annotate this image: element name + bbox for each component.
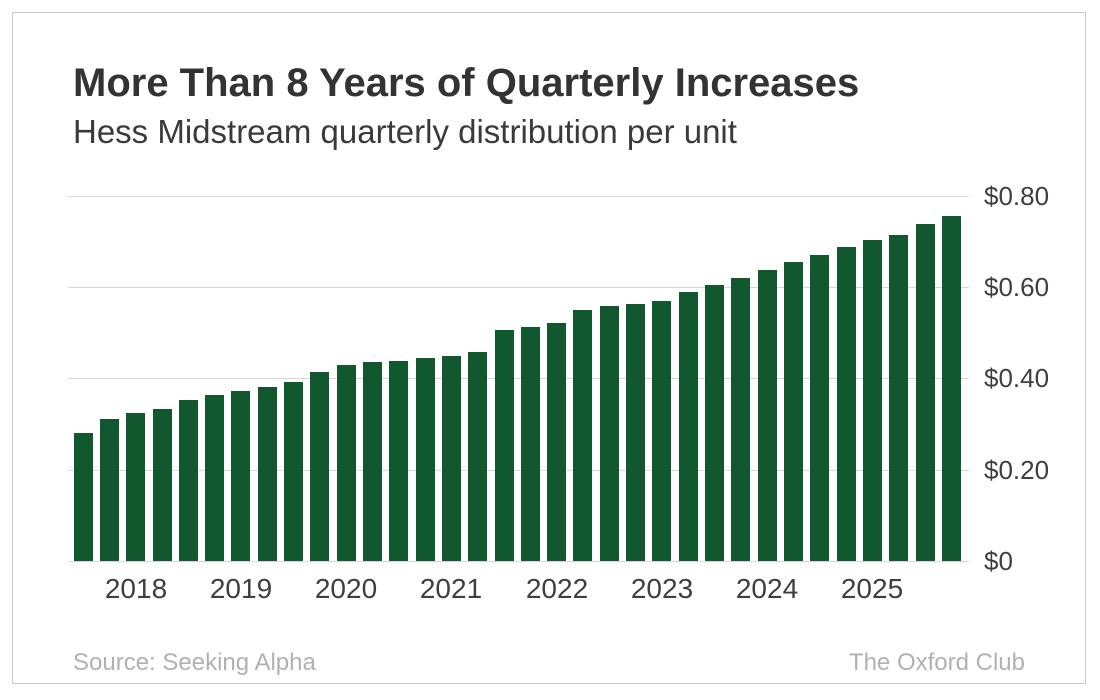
bar-Q1-2023	[652, 301, 671, 561]
y-axis-label-$0.60: $0.60	[984, 272, 1050, 302]
chart-card: More Than 8 Years of Quarterly Increases…	[12, 12, 1086, 684]
chart-title: More Than 8 Years of Quarterly Increases	[73, 61, 860, 105]
x-axis-label-2022: 2022	[525, 573, 589, 604]
bar-Q4-2025	[942, 216, 961, 561]
y-axis-label-$0.80: $0.80	[984, 181, 1050, 211]
bar-Q2-2018	[153, 409, 172, 561]
y-axis-label-$0.20: $0.20	[984, 455, 1050, 485]
source-credit: Source: Seeking Alpha	[73, 649, 316, 676]
bar-Q4-2019	[310, 372, 329, 561]
bar-Q3-2017	[74, 433, 93, 561]
bar-Q1-2021	[442, 356, 461, 561]
bar-Q2-2021	[468, 352, 487, 561]
bar-Q2-2022	[573, 310, 592, 561]
bar-Q3-2018	[179, 400, 198, 561]
bar-Q2-2019	[258, 387, 277, 561]
bar-Q1-2024	[758, 270, 777, 561]
bar-Q2-2025	[889, 235, 908, 561]
x-axis-label-2018: 2018	[104, 573, 168, 604]
gridline-$0.20	[68, 470, 969, 471]
bar-Q3-2019	[284, 382, 303, 561]
gridline-$0.80	[68, 196, 969, 197]
x-axis-label-2019: 2019	[209, 573, 273, 604]
bar-Q1-2018	[126, 413, 145, 561]
gridline-$0	[68, 561, 969, 562]
bar-Q1-2022	[547, 323, 566, 561]
bar-Q3-2020	[389, 361, 408, 561]
bar-Q4-2017	[100, 419, 119, 561]
bar-Q4-2018	[205, 395, 224, 561]
bar-Q2-2024	[784, 262, 803, 561]
x-axis-label-2021: 2021	[419, 573, 483, 604]
bar-Q4-2023	[731, 278, 750, 561]
bar-Q4-2022	[626, 304, 645, 561]
gridline-$0.60	[68, 287, 969, 288]
x-axis-label-2025: 2025	[840, 573, 904, 604]
bar-Q1-2020	[337, 365, 356, 561]
bar-Q3-2021	[495, 330, 514, 561]
bar-Q4-2024	[837, 247, 856, 561]
bar-Q3-2022	[600, 306, 619, 561]
x-axis-label-2020: 2020	[314, 573, 378, 604]
bar-Q1-2019	[231, 391, 250, 561]
gridline-$0.40	[68, 378, 969, 379]
y-axis-label-$0.40: $0.40	[984, 363, 1050, 393]
bar-Q3-2025	[916, 224, 935, 561]
bar-Q2-2023	[679, 292, 698, 561]
bar-Q2-2020	[363, 362, 382, 561]
y-axis-label-$0: $0	[984, 546, 1013, 576]
bar-Q1-2025	[863, 240, 882, 561]
brand-credit: The Oxford Club	[848, 649, 1025, 676]
bar-Q4-2021	[521, 327, 540, 561]
chart-subtitle: Hess Midstream quarterly distribution pe…	[73, 113, 737, 150]
x-axis-label-2023: 2023	[630, 573, 694, 604]
x-axis-label-2024: 2024	[735, 573, 799, 604]
bar-Q3-2023	[705, 285, 724, 561]
bar-Q4-2020	[416, 358, 435, 561]
bar-Q3-2024	[810, 255, 829, 561]
